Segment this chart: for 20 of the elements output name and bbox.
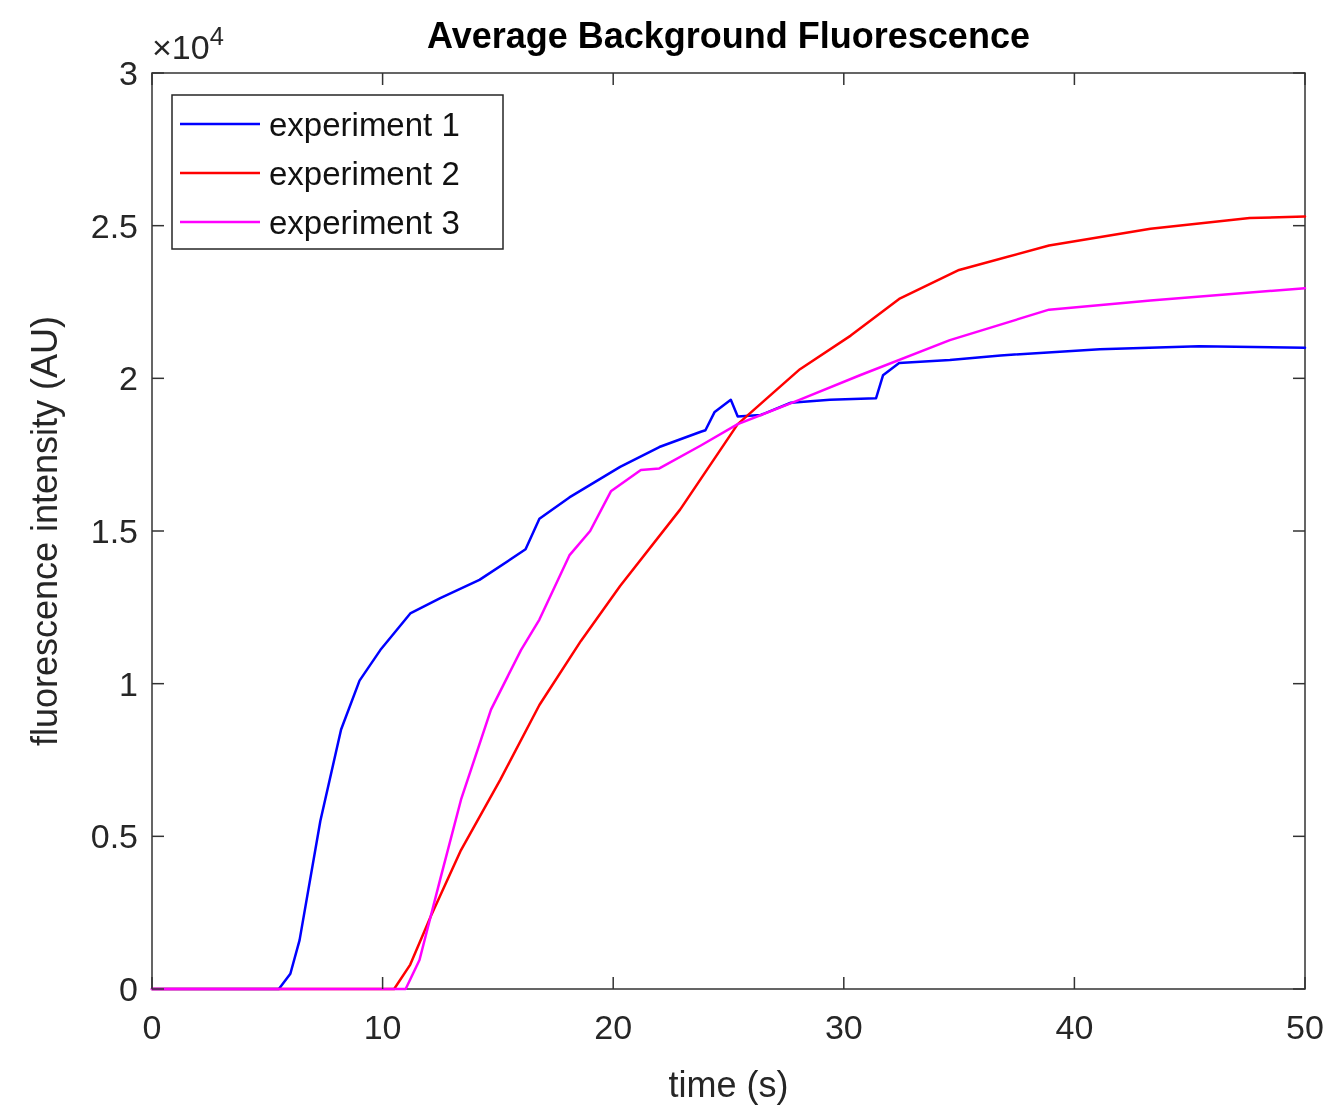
legend-label: experiment 1 bbox=[269, 106, 460, 143]
y-tick-label: 0 bbox=[119, 970, 138, 1008]
y-tick-label: 1.5 bbox=[90, 512, 138, 550]
y-tick-label: 0.5 bbox=[90, 817, 138, 856]
y-tick-label: 1 bbox=[119, 664, 138, 703]
x-tick-label: 50 bbox=[1286, 1008, 1324, 1046]
x-tick-label: 20 bbox=[594, 1008, 633, 1046]
x-axis-title: time (s) bbox=[668, 1064, 789, 1105]
text: ×10$^{4}$ bbox=[152, 22, 224, 66]
chart-title: Average Background Fluorescence bbox=[427, 15, 1030, 56]
x-tick-label: 10 bbox=[363, 1008, 402, 1046]
y-tick-label: 2.5 bbox=[90, 206, 138, 245]
y-tick-label: 3 bbox=[119, 54, 138, 92]
x-tick-label: 0 bbox=[142, 1008, 162, 1046]
x-tick-label: 30 bbox=[824, 1008, 863, 1046]
y-tick-label: 2 bbox=[119, 359, 138, 398]
legend-label: experiment 3 bbox=[269, 204, 460, 241]
y-axis-title: fluorescence intensity (AU) bbox=[24, 315, 65, 747]
legend-label: experiment 2 bbox=[269, 155, 460, 192]
x-tick-label: 40 bbox=[1055, 1008, 1094, 1046]
